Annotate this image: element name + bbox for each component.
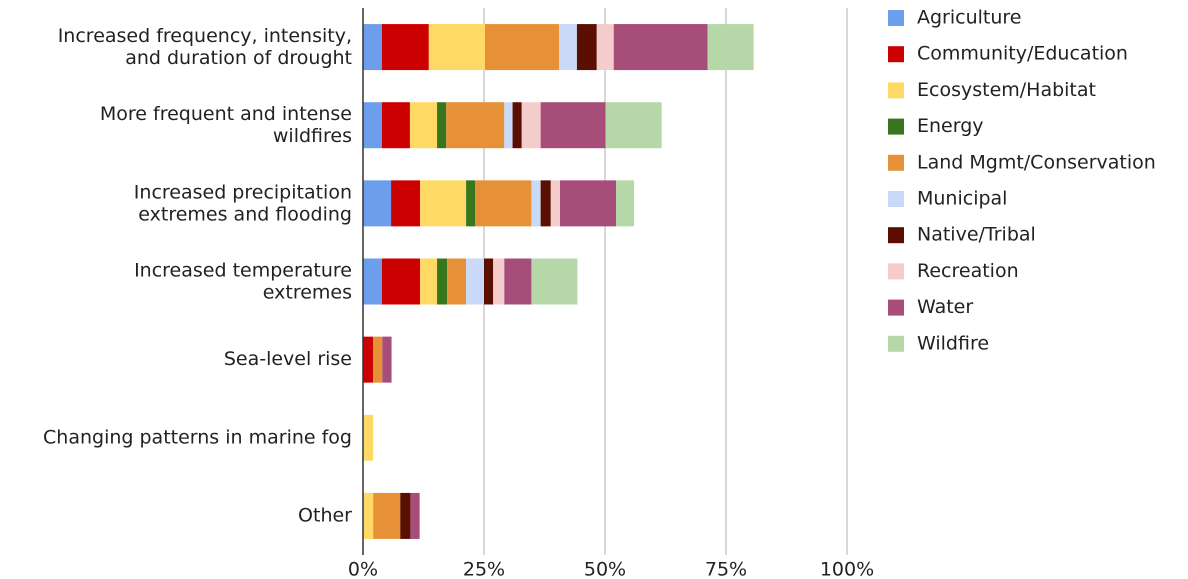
legend-label: Native/Tribal — [917, 224, 1036, 246]
bar-segment — [596, 24, 614, 71]
y-tick-label: Increased frequency, intensity, and durat… — [58, 25, 352, 69]
bar-segment — [381, 102, 410, 149]
y-tick-label: Changing patterns in marine fog — [43, 426, 352, 448]
legend-swatch — [888, 335, 904, 352]
legend-swatch — [888, 154, 904, 171]
bar-segment — [373, 336, 383, 383]
bar-segment — [363, 492, 374, 539]
bar-segment — [437, 102, 447, 149]
bar-segment — [540, 102, 606, 149]
y-tick-label: Sea-level rise — [224, 348, 352, 370]
legend-label: Ecosystem/Habitat — [917, 79, 1096, 101]
x-tick-label: 25% — [463, 559, 505, 579]
bar-segment — [437, 258, 448, 305]
y-tick-label: More frequent and intense wildfires — [100, 103, 352, 147]
bar-segment — [363, 24, 382, 71]
bar-segment — [363, 414, 374, 461]
y-tick-label: Other — [298, 504, 352, 526]
bar-segment — [363, 258, 382, 305]
bar-segment — [512, 102, 522, 149]
bar-segment — [420, 180, 467, 227]
bar-segment — [363, 102, 382, 149]
bar-segment — [363, 336, 374, 383]
legend-swatch — [888, 191, 904, 207]
y-tick-label: Increased precipitation extremes and floo… — [134, 181, 352, 225]
legend-label: Land Mgmt/Conservation — [917, 151, 1156, 173]
bar-segment — [540, 180, 551, 227]
legend-swatch — [888, 299, 904, 316]
legend-swatch — [888, 46, 904, 63]
legend-swatch — [888, 82, 904, 99]
legend-swatch — [888, 118, 904, 135]
bar-segment — [420, 258, 438, 305]
bar-segment — [447, 258, 467, 305]
bar-segment — [605, 102, 662, 149]
bar-segment — [576, 24, 597, 71]
legend-swatch — [888, 10, 904, 26]
bar-segment — [466, 180, 476, 227]
bar-segment — [382, 336, 392, 383]
x-tick-label: 75% — [705, 559, 747, 579]
bar-segment — [475, 180, 532, 227]
y-tick-label: Increased temperature extremes — [134, 259, 352, 303]
bar-segment — [466, 258, 484, 305]
bar-segment — [531, 258, 578, 305]
bar-segment — [559, 24, 577, 71]
bar-segment — [400, 492, 411, 539]
bar-segment — [613, 24, 708, 71]
bar-segment — [559, 180, 617, 227]
legend-label: Community/Education — [917, 43, 1128, 65]
legend-label: Municipal — [917, 188, 1007, 210]
legend-label: Recreation — [917, 260, 1019, 282]
bar-segment — [381, 258, 421, 305]
bar-segment — [391, 180, 421, 227]
bar-segment — [410, 492, 420, 539]
bar-segment — [616, 180, 635, 227]
bar-segment — [550, 180, 560, 227]
bar-segment — [521, 102, 541, 149]
bar-segment — [446, 102, 505, 149]
bar-segment — [504, 102, 513, 149]
legend-swatch — [888, 227, 904, 244]
legend-swatch — [888, 263, 904, 280]
x-tick-label: 50% — [584, 559, 626, 579]
bar-segment — [707, 24, 754, 71]
bar-segment — [381, 24, 429, 71]
bar-segment — [493, 258, 505, 305]
bar-segment — [504, 258, 532, 305]
bar-segment — [531, 180, 541, 227]
x-tick-label: 100% — [820, 559, 874, 579]
legend-label: Agriculture — [917, 7, 1022, 29]
bar-segment — [484, 24, 560, 71]
bar-segment — [484, 258, 494, 305]
bar-segment — [373, 492, 401, 539]
bar-segment — [363, 180, 392, 227]
bar-segment — [428, 24, 485, 71]
legend-label: Energy — [917, 115, 984, 137]
legend-label: Water — [917, 296, 973, 318]
x-tick-label: 0% — [348, 559, 378, 579]
legend-label: Wildfire — [917, 332, 989, 354]
bar-segment — [409, 102, 438, 149]
